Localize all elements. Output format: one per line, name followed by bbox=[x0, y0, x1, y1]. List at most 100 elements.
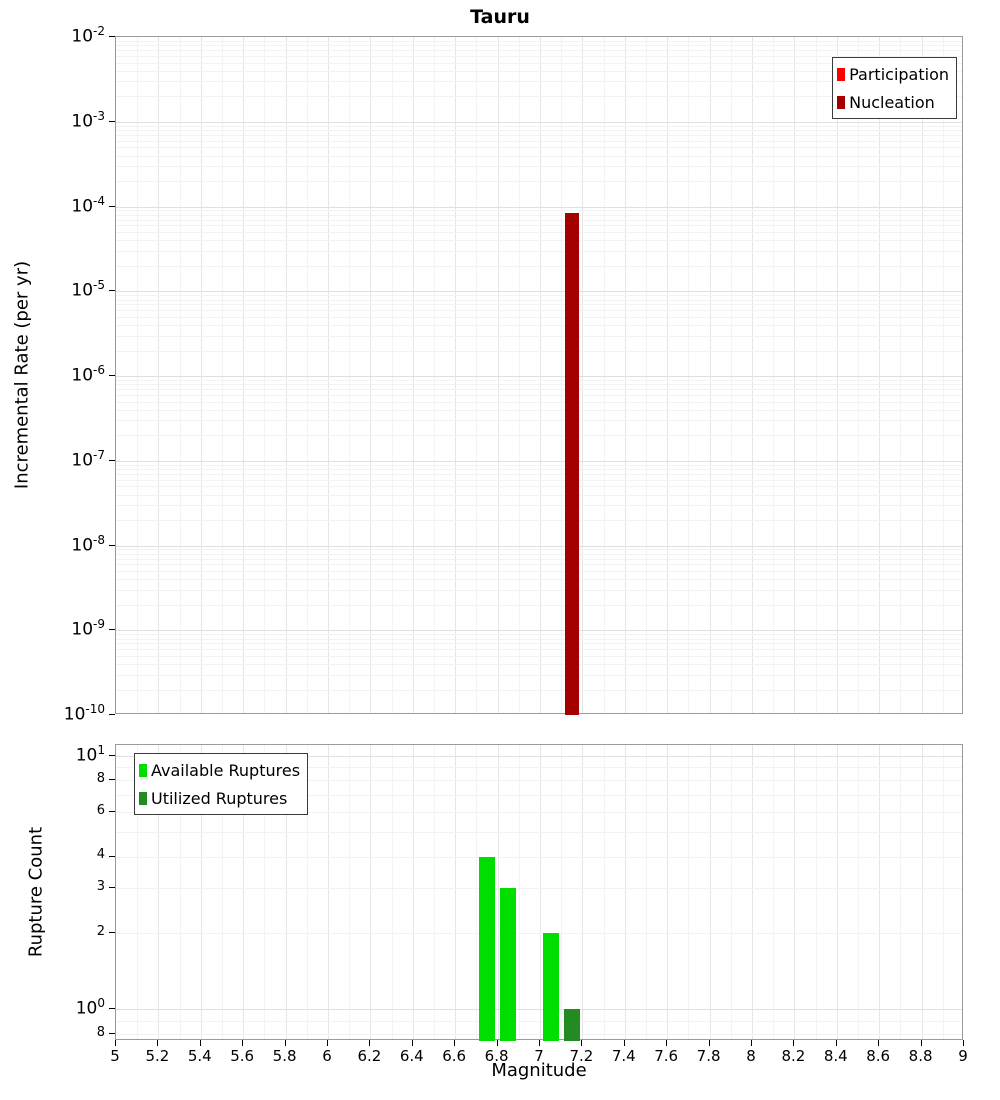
gridline-vertical bbox=[476, 745, 478, 1039]
gridline-vertical bbox=[836, 37, 838, 713]
legend-swatch-icon bbox=[139, 791, 147, 805]
gridline-horizontal bbox=[116, 630, 962, 632]
gridline-vertical bbox=[540, 37, 541, 713]
gridline-horizontal bbox=[116, 579, 962, 581]
x-tick bbox=[751, 1040, 752, 1046]
y-tick bbox=[109, 810, 115, 812]
y-tick bbox=[109, 629, 115, 631]
x-tick-label: 7.4 bbox=[611, 1047, 636, 1065]
gridline-horizontal bbox=[116, 674, 962, 676]
gridline-vertical bbox=[667, 745, 669, 1039]
gridline-vertical bbox=[179, 37, 181, 713]
gridline-vertical bbox=[646, 37, 647, 713]
gridline-horizontal bbox=[116, 643, 962, 645]
x-tick bbox=[623, 1040, 625, 1046]
gridline-vertical bbox=[858, 745, 859, 1039]
bar-available-ruptures bbox=[500, 888, 517, 1041]
gridline-horizontal bbox=[116, 401, 962, 403]
gridline-vertical bbox=[518, 745, 520, 1039]
gridline-vertical bbox=[815, 745, 817, 1039]
gridline-vertical bbox=[137, 37, 139, 713]
gridline-horizontal bbox=[116, 96, 962, 98]
gridline-horizontal bbox=[116, 655, 962, 657]
y-tick bbox=[109, 779, 115, 781]
gridline-horizontal bbox=[116, 564, 962, 566]
bar-available-ruptures bbox=[479, 856, 495, 1041]
gridline-vertical bbox=[349, 745, 351, 1039]
gridline-horizontal bbox=[116, 350, 962, 352]
gridline-horizontal bbox=[116, 589, 962, 591]
gridline-horizontal bbox=[116, 649, 962, 651]
gridline-horizontal bbox=[116, 240, 962, 242]
legend-label: Nucleation bbox=[849, 92, 935, 112]
gridline-horizontal bbox=[116, 291, 962, 293]
gridline-horizontal bbox=[116, 325, 962, 326]
x-tick bbox=[411, 1040, 413, 1046]
y-tick-label: 10-4 bbox=[71, 193, 105, 217]
x-tick bbox=[666, 1040, 668, 1046]
gridline-vertical bbox=[709, 745, 711, 1039]
x-tick-label: 8.4 bbox=[823, 1047, 848, 1065]
gridline-vertical bbox=[836, 745, 838, 1039]
gridline-horizontal bbox=[116, 134, 962, 136]
gridline-horizontal bbox=[116, 181, 962, 182]
gridline-horizontal bbox=[116, 473, 962, 475]
gridline-horizontal bbox=[116, 394, 962, 396]
gridline-vertical bbox=[264, 745, 266, 1039]
x-tick-label: 5.8 bbox=[272, 1047, 297, 1065]
chart-title: Tauru bbox=[470, 6, 530, 28]
gridline-horizontal bbox=[116, 140, 962, 142]
gridline-horizontal bbox=[116, 553, 962, 555]
gridline-vertical bbox=[773, 37, 775, 713]
gridline-horizontal bbox=[116, 780, 962, 782]
y-tick-label: 10-7 bbox=[71, 447, 105, 471]
gridline-horizontal bbox=[116, 571, 962, 572]
x-tick-label: 5.4 bbox=[187, 1047, 212, 1065]
x-tick bbox=[115, 1040, 116, 1046]
legend-item: Nucleation bbox=[837, 88, 949, 116]
gridline-vertical bbox=[434, 37, 435, 713]
gridline-horizontal bbox=[116, 121, 962, 123]
gridline-horizontal bbox=[116, 147, 962, 149]
gridline-horizontal bbox=[116, 794, 962, 796]
y-tick bbox=[109, 120, 115, 122]
gridline-horizontal bbox=[116, 166, 962, 168]
y-tick bbox=[109, 714, 115, 715]
y-tick bbox=[109, 855, 115, 857]
legend: Available Ruptures Utilized Ruptures bbox=[134, 753, 309, 815]
x-tick-label: 7.8 bbox=[696, 1047, 721, 1065]
gridline-horizontal bbox=[116, 210, 962, 212]
gridline-vertical bbox=[243, 37, 245, 713]
gridline-horizontal bbox=[116, 310, 962, 312]
gridline-vertical bbox=[900, 37, 902, 713]
gridline-vertical bbox=[624, 745, 626, 1039]
gridline-horizontal bbox=[116, 250, 962, 252]
y-tick bbox=[109, 544, 115, 546]
gridline-vertical bbox=[561, 745, 563, 1039]
bar-utilized-ruptures bbox=[563, 1009, 580, 1041]
gridline-vertical bbox=[370, 745, 372, 1039]
gridline-vertical bbox=[412, 37, 414, 713]
gridline-horizontal bbox=[116, 335, 962, 337]
y-tick bbox=[109, 1032, 115, 1034]
gridline-horizontal bbox=[116, 389, 962, 391]
gridline-vertical bbox=[879, 37, 881, 713]
gridline-horizontal bbox=[116, 40, 962, 42]
x-tick-label: 5.2 bbox=[145, 1047, 170, 1065]
gridline-horizontal bbox=[116, 755, 962, 757]
gridline-vertical bbox=[200, 745, 202, 1039]
gridline-vertical bbox=[243, 745, 245, 1039]
x-tick bbox=[963, 1040, 964, 1046]
y-tick-label: 101 bbox=[75, 742, 105, 766]
x-tick bbox=[878, 1040, 880, 1046]
gridline-horizontal bbox=[116, 376, 962, 377]
gridline-horizontal bbox=[116, 316, 962, 318]
gridline-horizontal bbox=[116, 125, 962, 127]
x-tick-label: 7.6 bbox=[654, 1047, 679, 1065]
gridline-vertical bbox=[200, 37, 202, 713]
gridline-vertical bbox=[752, 745, 753, 1039]
x-tick-label: 6 bbox=[322, 1047, 332, 1065]
gridline-horizontal bbox=[116, 520, 962, 521]
x-tick bbox=[835, 1040, 837, 1046]
